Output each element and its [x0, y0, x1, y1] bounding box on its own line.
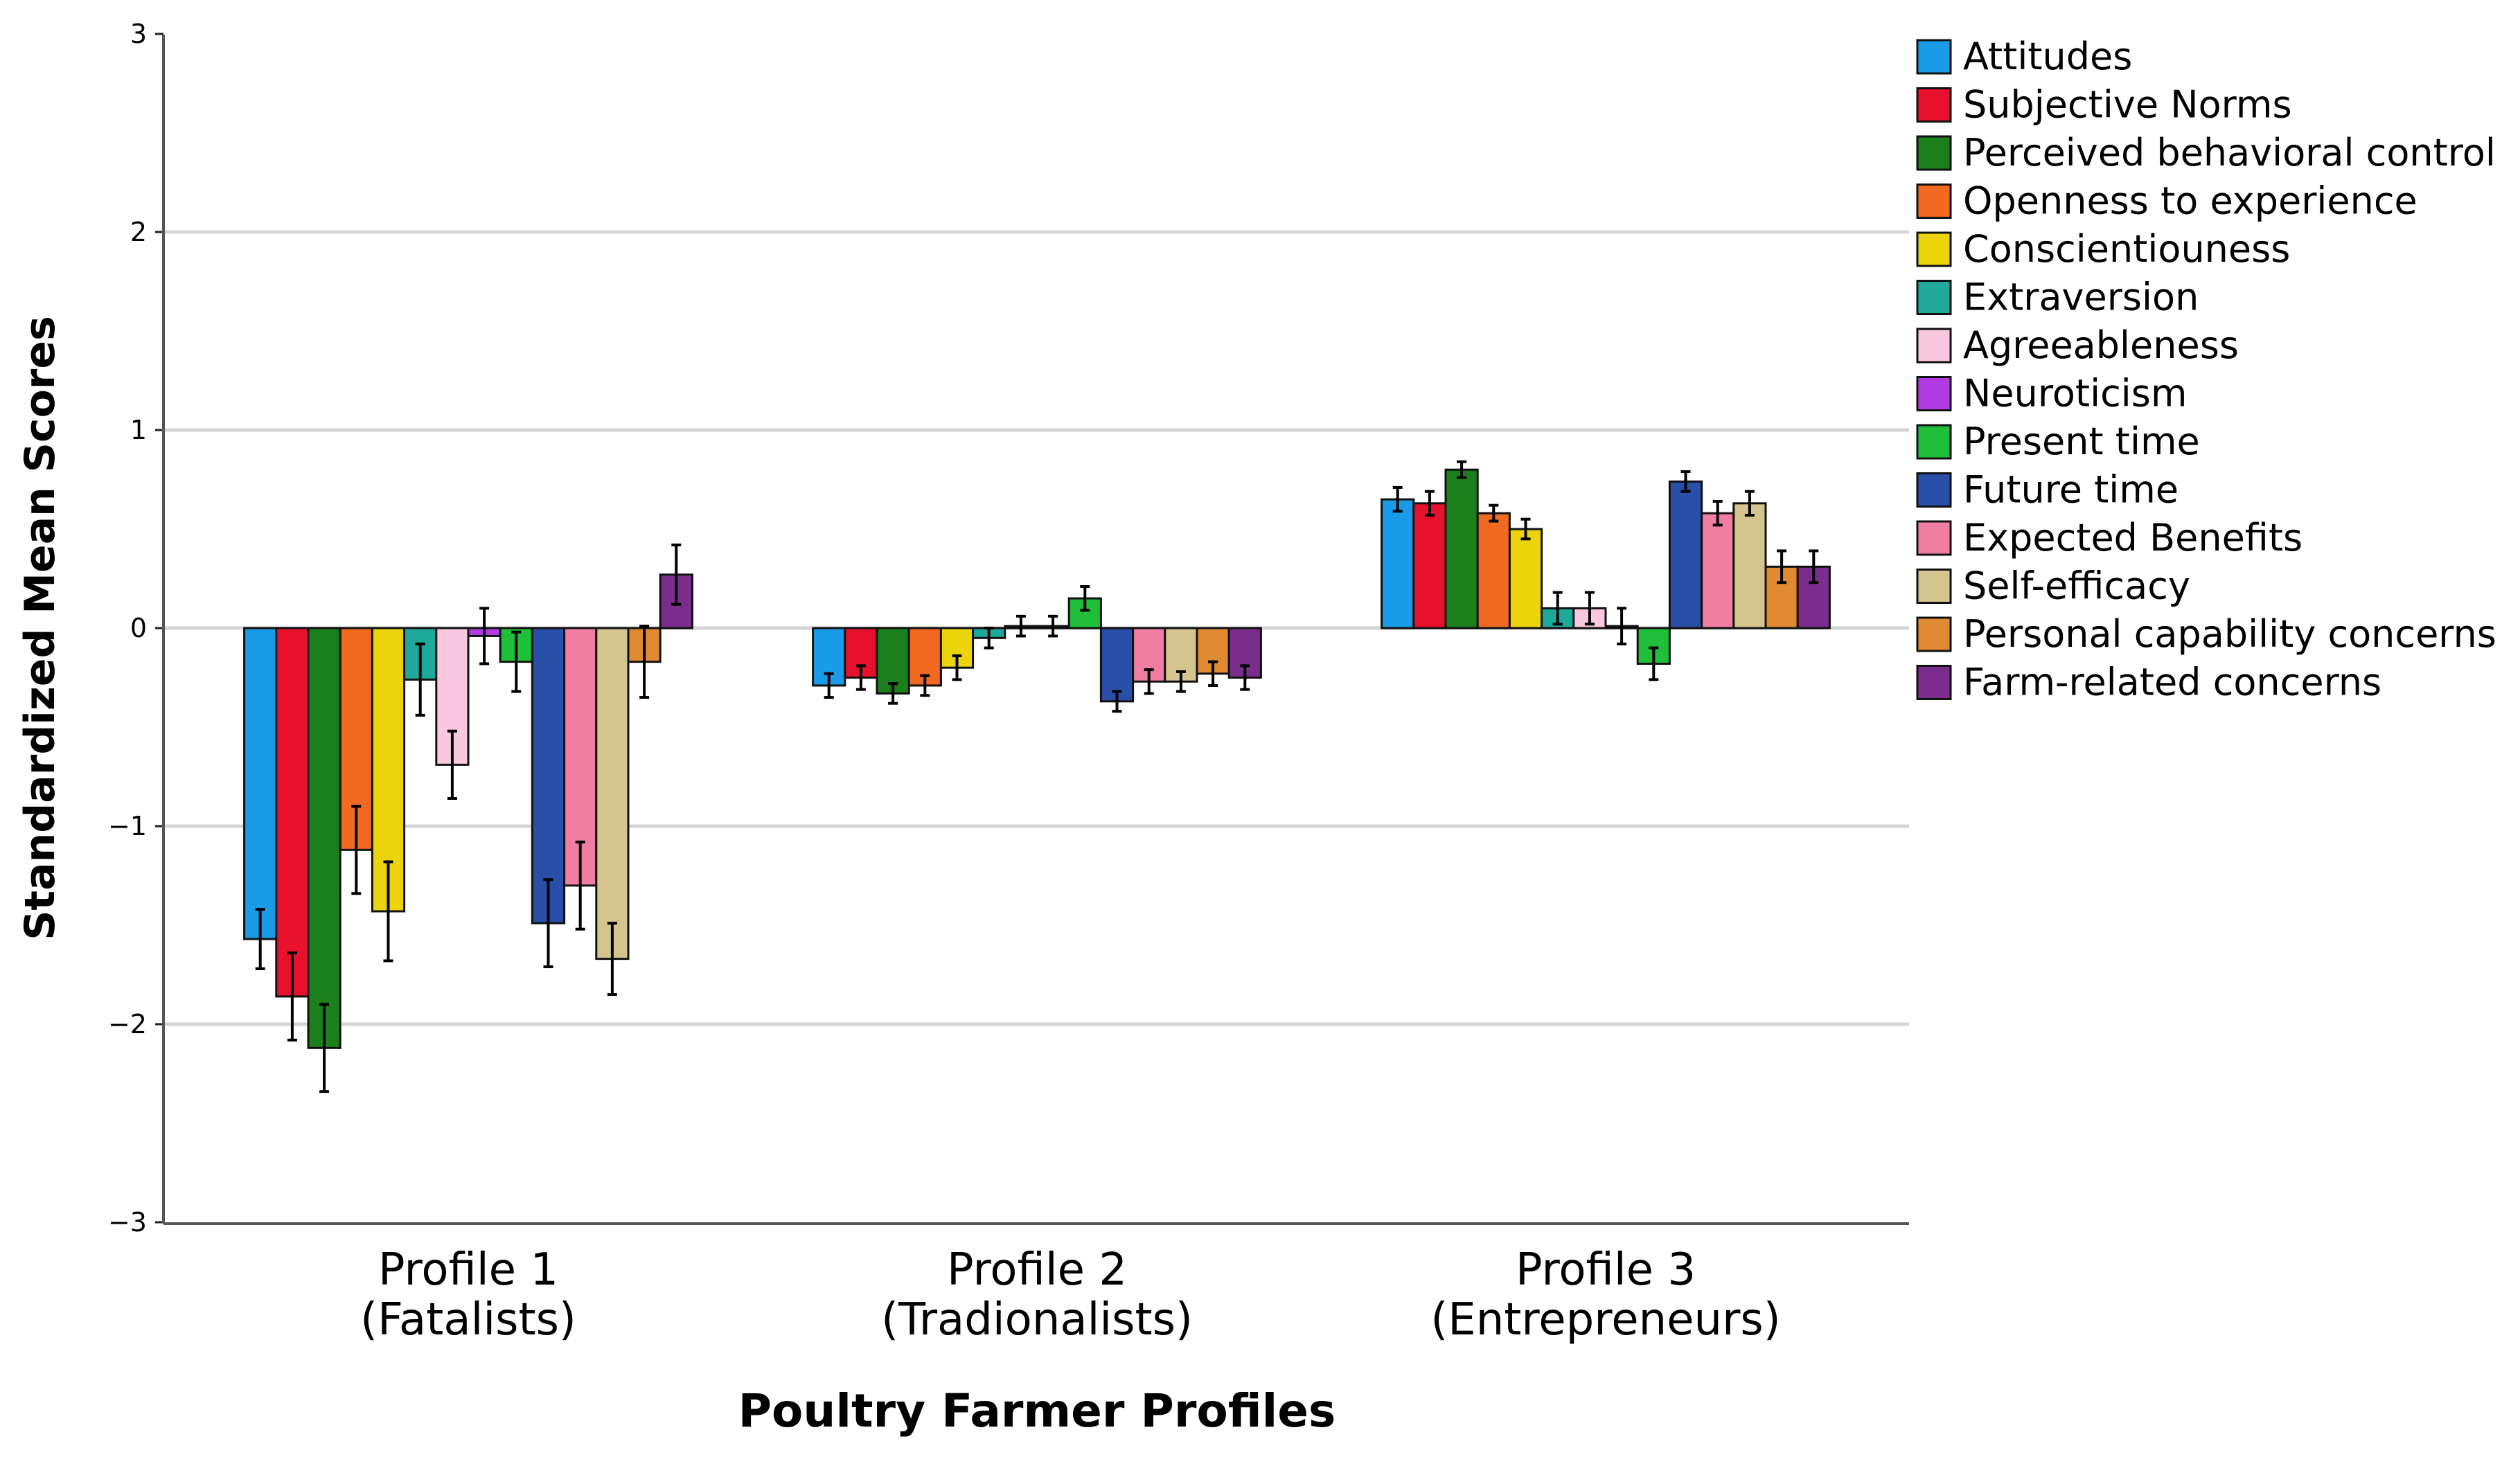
category-sublabel: (Entrepreneurs)	[1430, 1294, 1780, 1346]
bar	[243, 627, 278, 940]
legend-label: Self-efficacy	[1963, 564, 2190, 608]
legend-swatch	[1916, 520, 1952, 556]
legend-label: Perceived behavioral control	[1963, 131, 2496, 175]
legend-swatch	[1916, 616, 1952, 652]
legend-label: Openness to experience	[1963, 179, 2417, 223]
legend-swatch	[1916, 569, 1952, 604]
legend-swatch	[1916, 231, 1952, 267]
y-tick-label: 1	[130, 415, 147, 445]
axes	[155, 33, 1909, 1225]
legend-swatch	[1916, 280, 1952, 315]
y-tick-label: 0	[130, 613, 147, 643]
legend-swatch	[1916, 87, 1952, 123]
category-label: Profile 3	[1516, 1244, 1696, 1296]
bar	[307, 627, 341, 1049]
legend-label: Extraversion	[1963, 276, 2199, 319]
legend-swatch	[1916, 376, 1952, 411]
bar	[1476, 512, 1511, 629]
legend-swatch	[1916, 472, 1952, 508]
legend-swatch	[1916, 39, 1952, 75]
y-tick-label: −3	[108, 1207, 147, 1237]
bar	[1444, 468, 1479, 629]
bar	[275, 627, 310, 998]
legend-swatch	[1916, 135, 1952, 171]
bar	[1668, 480, 1703, 629]
x-category-labels: Profile 1(Fatalists) Profile 2(Tradionali…	[360, 1244, 1781, 1346]
y-tick-label: 2	[130, 217, 147, 247]
category-sublabel: (Tradionalists)	[881, 1294, 1193, 1346]
legend-label: Neuroticism	[1963, 372, 2188, 415]
legend-swatch	[1916, 424, 1952, 460]
category-label: Profile 1	[378, 1244, 558, 1296]
bar	[1381, 498, 1415, 629]
legend-label: Personal capability concerns	[1963, 612, 2496, 656]
bar	[595, 627, 630, 960]
category-sublabel: (Fatalists)	[360, 1294, 576, 1346]
legend-swatch	[1916, 184, 1952, 219]
y-tick-label: −2	[108, 1009, 147, 1039]
bars	[243, 468, 1831, 1049]
legend-label: Present time	[1963, 420, 2200, 463]
bar	[1508, 528, 1543, 629]
y-tick-label: −1	[108, 811, 147, 841]
legend-label: Farm-related concerns	[1963, 661, 2381, 704]
bar	[1701, 512, 1735, 629]
category-label: Profile 2	[947, 1244, 1127, 1296]
bar	[1412, 502, 1447, 629]
x-axis-label: Poultry Farmer Profiles	[738, 1384, 1336, 1438]
legend-label: Agreeableness	[1963, 323, 2239, 367]
legend-label: Expected Benefits	[1963, 516, 2302, 560]
error-bars	[255, 460, 1819, 1093]
y-axis-label: Standardized Mean Scores	[16, 316, 64, 940]
legend-label: Future time	[1963, 468, 2179, 512]
legend-label: Subjective Norms	[1963, 83, 2292, 127]
bar	[1227, 627, 1262, 679]
bar	[1099, 627, 1135, 703]
legend-swatch	[1916, 665, 1952, 700]
legend-label: Attitudes	[1963, 35, 2132, 78]
bar	[531, 627, 566, 924]
legend-label: Conscientiouness	[1963, 227, 2290, 271]
y-tick-label: 3	[130, 19, 147, 49]
bar	[1732, 502, 1767, 629]
y-tick-labels: 3 2 1 0 −1 −2 −3	[108, 19, 147, 1237]
legend-swatch	[1916, 328, 1952, 364]
